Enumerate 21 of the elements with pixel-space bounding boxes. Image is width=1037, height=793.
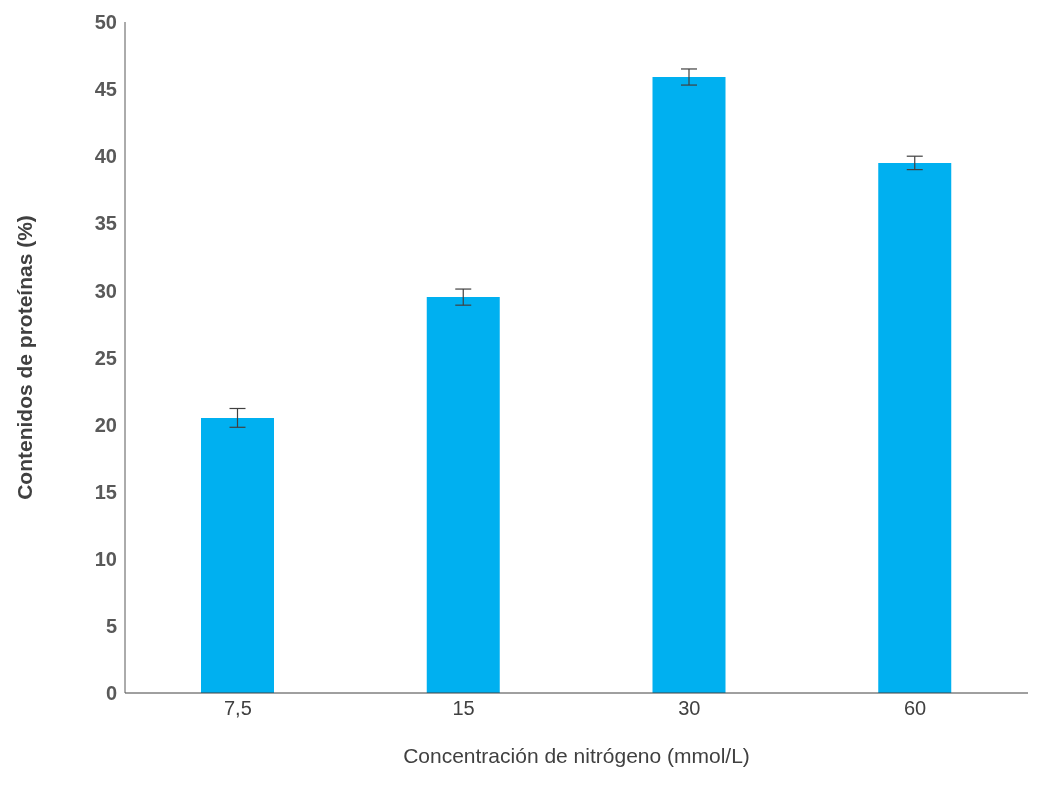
x-tick-label: 30 [678,697,701,720]
bar [201,417,274,693]
bar [426,297,500,693]
x-tick-label: 7,5 [223,697,252,720]
y-tick-label: 10 [94,547,117,570]
x-tick-label: 15 [452,697,475,720]
y-tick-label: 5 [105,615,117,637]
x-axis-title: Concentración de nitrógeno (mmol/L) [403,744,750,767]
y-tick-label: 25 [94,346,117,369]
y-tick-label: 15 [94,480,117,503]
y-tick-label: 0 [105,682,117,705]
x-tick-label: 60 [904,697,927,720]
y-tick-label: 45 [94,78,117,101]
y-tick-label: 35 [94,212,117,235]
y-tick-label: 30 [94,279,117,302]
y-axis-title: Contenidos de proteínas (%) [13,215,37,500]
y-tick-label: 40 [94,145,117,168]
bar [878,162,952,693]
bar [652,77,726,693]
y-tick-label: 20 [94,413,117,436]
y-tick-label: 50 [94,11,117,34]
